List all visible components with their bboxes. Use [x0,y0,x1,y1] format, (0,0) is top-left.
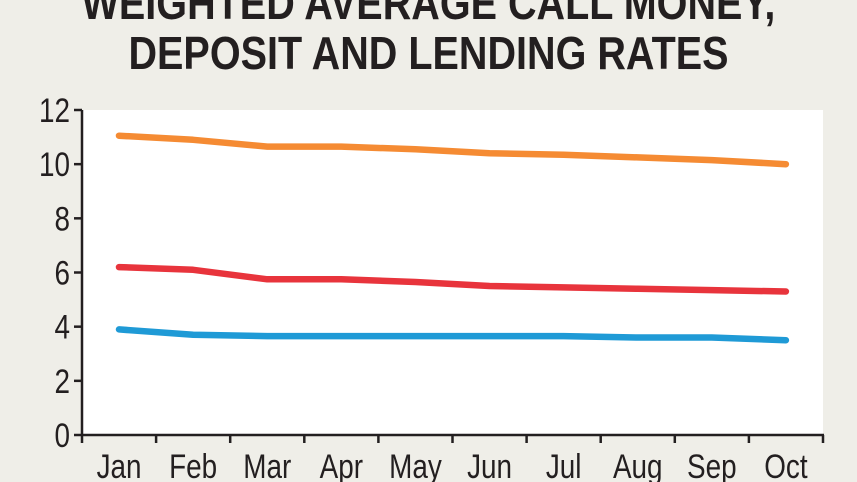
series-line-2 [115,263,790,295]
y-tick-label: 6 [54,254,70,292]
y-tick-label: 0 [54,416,70,454]
x-axis: Jan Feb Mar Apr May Jun Jul Aug Sep Oct [80,433,825,482]
x-tick-label: Jul [546,447,582,482]
y-tick-label: 2 [54,362,70,400]
x-tick-label: Apr [320,447,363,482]
chart-title-line-1: WEIGHTED AVERAGE CALL MONEY, [81,0,776,29]
x-tick-label: Jun [467,447,512,482]
y-tick-label: 4 [54,308,70,346]
x-tick-label: Feb [169,447,217,482]
y-axis: 0 2 4 6 8 10 12 [39,91,84,455]
x-tick-label: Sep [687,447,737,482]
y-tick-label: 12 [39,91,70,129]
series-line-1 [115,132,790,168]
y-tick-label: 8 [54,200,70,238]
x-tick-label: Jan [97,447,142,482]
y-tick-label: 10 [39,146,70,184]
x-tick-label: Oct [764,447,808,482]
x-tick-label: Aug [613,447,663,482]
series-lines [115,132,790,344]
chart-title: WEIGHTED AVERAGE CALL MONEY, DEPOSIT AND… [60,0,797,78]
chart-title-line-2: DEPOSIT AND LENDING RATES [128,27,729,79]
series-line-3 [115,326,790,344]
x-tick-label: May [389,447,442,482]
x-tick-label: Mar [243,447,291,482]
